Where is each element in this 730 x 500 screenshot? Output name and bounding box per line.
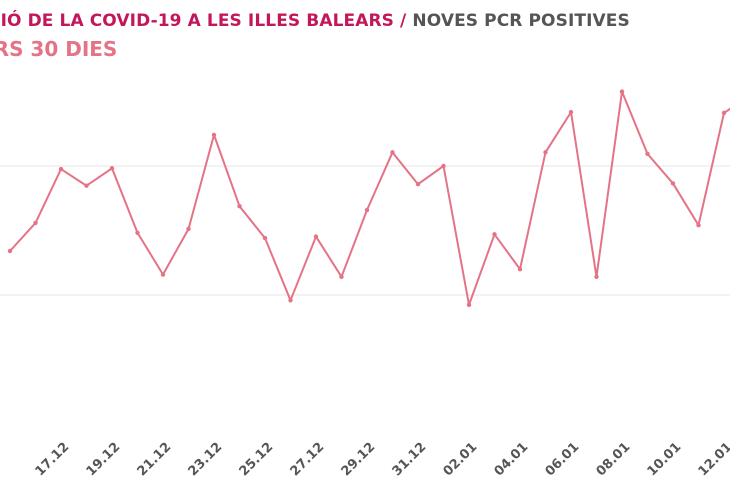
data-point-09.01: [645, 151, 650, 157]
series-line: [9, 90, 730, 306]
x-tick-label: 04.01: [492, 440, 532, 480]
x-tick-label: 31.12: [390, 440, 430, 480]
data-point-15.12: [7, 248, 13, 254]
x-tick-label: 02.01: [441, 440, 481, 480]
gridlines: [0, 165, 730, 296]
x-tick-label: 29.12: [339, 440, 379, 480]
data-point-11.01: [696, 222, 701, 228]
data-point-01.01: [441, 163, 446, 169]
x-tick-label: 23.12: [186, 440, 226, 480]
data-point-06.01: [568, 109, 574, 115]
data-point-26.12: [288, 298, 293, 303]
x-tick-label: 10.01: [645, 440, 685, 480]
chart-title-separator: /: [394, 11, 413, 31]
data-point-05.01: [543, 150, 548, 155]
chart-title-sub: NOVES PCR POSITIVES: [412, 11, 630, 31]
data-point-29.12: [364, 207, 370, 213]
data-point-21.12: [160, 272, 166, 277]
data-point-04.01: [517, 267, 523, 272]
data-point-02.01: [466, 302, 472, 308]
x-tick-label: 27.12: [288, 440, 328, 480]
data-point-17.12: [58, 166, 64, 172]
data-point-08.01: [619, 89, 625, 94]
data-point-19.12: [109, 166, 115, 171]
data-point-23.12: [211, 132, 217, 138]
data-point-30.12: [390, 150, 395, 155]
data-points: [7, 89, 727, 308]
data-point-28.12: [339, 274, 344, 279]
x-tick-label: 21.12: [135, 440, 175, 480]
data-point-07.01: [594, 274, 599, 279]
data-point-16.12: [33, 220, 38, 226]
x-tick-label: 12.01: [696, 440, 730, 480]
data-point-10.01: [670, 181, 676, 186]
data-point-18.12: [84, 183, 89, 188]
chart-header: CIÓ DE LA COVID-19 A LES ILLES BALEARS /…: [0, 8, 730, 64]
x-tick-label: 06.01: [543, 440, 583, 480]
x-tick-label: 25.12: [237, 440, 277, 480]
x-axis-ticks: 17.12 19.12 21.12 23.12 25.12 27.12 29.12 31.12…: [33, 440, 730, 480]
data-point-20.12: [135, 230, 140, 235]
data-point-03.01: [492, 232, 497, 237]
chart-title-main: CIÓ DE LA COVID-19 A LES ILLES BALEARS: [0, 11, 395, 31]
x-tick-label: 08.01: [594, 440, 634, 480]
data-point-24.12: [237, 204, 242, 209]
data-point-27.12: [313, 234, 319, 239]
chart-subtitle: ERS 30 DIES: [0, 37, 118, 61]
data-point-31.12: [415, 182, 421, 187]
series-line-group: [9, 90, 730, 306]
chart-title: CIÓ DE LA COVID-19 A LES ILLES BALEARS /…: [0, 8, 730, 34]
data-point-25.12: [262, 235, 268, 241]
data-point-12.01: [721, 110, 727, 116]
x-tick-label: 19.12: [84, 440, 124, 480]
data-point-22.12: [186, 226, 191, 232]
x-tick-label: 17.12: [33, 440, 73, 480]
